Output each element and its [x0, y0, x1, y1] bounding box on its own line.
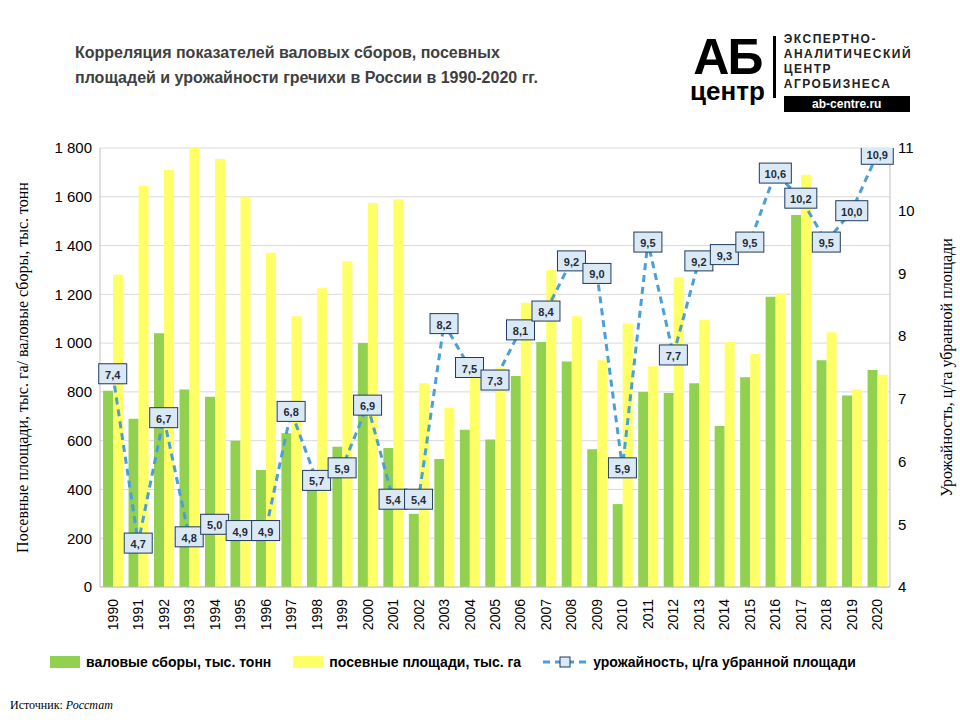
html-text:центр: центр — [690, 76, 765, 106]
svg-text:2006: 2006 — [512, 599, 528, 630]
svg-text:1 600: 1 600 — [54, 188, 92, 205]
svg-text:2011: 2011 — [640, 599, 656, 629]
svg-text:9,5: 9,5 — [819, 237, 834, 249]
svg-text:1 800: 1 800 — [54, 139, 92, 156]
svg-text:1 200: 1 200 — [54, 286, 92, 303]
svg-text:2008: 2008 — [563, 599, 579, 630]
svg-text:1996: 1996 — [258, 599, 274, 630]
svg-text:7: 7 — [898, 390, 906, 407]
svg-text:5,9: 5,9 — [615, 463, 630, 475]
svg-text:2004: 2004 — [462, 599, 478, 630]
svg-text:1994: 1994 — [207, 599, 223, 630]
svg-text:1992: 1992 — [156, 599, 172, 630]
html-text:ЭКСПЕРТНО-: ЭКСПЕРТНО- — [783, 32, 877, 46]
svg-text:0: 0 — [84, 578, 92, 595]
svg-text:8: 8 — [898, 327, 906, 344]
svg-text:2003: 2003 — [436, 599, 452, 630]
svg-text:9: 9 — [898, 265, 906, 282]
svg-text:7,7: 7,7 — [666, 350, 681, 362]
svg-text:9,3: 9,3 — [717, 250, 732, 262]
html-text:урожайность, ц/га убранной пло: урожайность, ц/га убранной площади — [593, 654, 856, 670]
svg-text:2002: 2002 — [411, 599, 427, 630]
svg-text:2018: 2018 — [818, 599, 834, 630]
svg-text:2009: 2009 — [589, 599, 605, 630]
svg-text:400: 400 — [67, 481, 92, 498]
svg-text:6,9: 6,9 — [360, 400, 375, 412]
svg-text:6,8: 6,8 — [283, 406, 298, 418]
svg-text:4,9: 4,9 — [233, 526, 248, 538]
svg-text:2007: 2007 — [538, 599, 554, 630]
svg-text:2005: 2005 — [487, 599, 503, 630]
html-text:ЦЕНТР: ЦЕНТР — [783, 62, 832, 76]
svg-text:2000: 2000 — [360, 599, 376, 630]
svg-text:2014: 2014 — [716, 599, 732, 630]
svg-text:1999: 1999 — [334, 599, 350, 630]
svg-text:1990: 1990 — [105, 599, 121, 630]
svg-text:7,5: 7,5 — [462, 363, 477, 375]
svg-text:4,7: 4,7 — [131, 538, 146, 550]
svg-text:2001: 2001 — [385, 599, 401, 630]
svg-text:8,2: 8,2 — [436, 319, 451, 331]
svg-text:9,2: 9,2 — [564, 256, 579, 268]
html-text:ab-centre.ru: ab-centre.ru — [812, 97, 882, 111]
svg-text:1 400: 1 400 — [54, 237, 92, 254]
svg-text:2010: 2010 — [614, 599, 630, 630]
svg-text:8,1: 8,1 — [513, 325, 528, 337]
svg-text:600: 600 — [67, 432, 92, 449]
html-text:Корреляция показателей валовых: Корреляция показателей валовых сборов, п… — [75, 44, 538, 86]
svg-text:200: 200 — [67, 530, 92, 547]
svg-text:5,4: 5,4 — [385, 494, 401, 506]
svg-text:5,4: 5,4 — [411, 494, 427, 506]
svg-text:2016: 2016 — [767, 599, 783, 630]
svg-text:9,0: 9,0 — [589, 268, 604, 280]
svg-text:1 000: 1 000 — [54, 334, 92, 351]
svg-text:9,5: 9,5 — [742, 237, 757, 249]
svg-text:2017: 2017 — [793, 599, 809, 630]
svg-text:1991: 1991 — [130, 599, 146, 630]
svg-text:2020: 2020 — [869, 599, 885, 630]
svg-text:1997: 1997 — [283, 599, 299, 630]
svg-text:800: 800 — [67, 383, 92, 400]
svg-text:5,0: 5,0 — [207, 519, 222, 531]
svg-text:7,3: 7,3 — [487, 375, 502, 387]
html-text:валовые сборы, тыс. тонн: валовые сборы, тыс. тонн — [86, 654, 272, 670]
svg-text:8,4: 8,4 — [538, 306, 554, 318]
svg-text:9,2: 9,2 — [691, 256, 706, 268]
svg-text:5,7: 5,7 — [309, 475, 324, 487]
svg-text:6: 6 — [898, 453, 906, 470]
html-text:Источник: Росстат: Источник: Росстат — [10, 698, 113, 712]
svg-text:6,7: 6,7 — [156, 413, 171, 425]
svg-text:9,5: 9,5 — [640, 237, 655, 249]
svg-text:4,9: 4,9 — [258, 526, 273, 538]
html-text:АБ: АБ — [693, 29, 762, 85]
svg-text:7,4: 7,4 — [105, 369, 121, 381]
svg-text:10: 10 — [898, 202, 915, 219]
svg-text:4: 4 — [898, 578, 906, 595]
svg-text:1995: 1995 — [232, 599, 248, 630]
svg-text:10,9: 10,9 — [867, 149, 888, 161]
svg-text:10,0: 10,0 — [841, 206, 862, 218]
svg-text:Урожайность, ц/га убранной пло: Урожайность, ц/га убранной площади — [938, 238, 952, 497]
svg-text:4,8: 4,8 — [182, 532, 197, 544]
svg-text:10,6: 10,6 — [765, 168, 786, 180]
svg-text:2015: 2015 — [742, 599, 758, 630]
html-text:АГРОБИЗНЕСА: АГРОБИЗНЕСА — [783, 77, 892, 91]
svg-text:10,2: 10,2 — [790, 193, 811, 205]
svg-text:5,9: 5,9 — [334, 463, 349, 475]
svg-text:2019: 2019 — [844, 599, 860, 630]
svg-text:1998: 1998 — [309, 599, 325, 630]
html-text:посевные площади, тыс. га: посевные площади, тыс. га — [329, 654, 522, 670]
svg-text:5: 5 — [898, 516, 906, 533]
svg-text:2012: 2012 — [665, 599, 681, 630]
html-text:АНАЛИТИЧЕСКИЙ: АНАЛИТИЧЕСКИЙ — [783, 47, 913, 61]
svg-text:Посевные площади, тыс. га/ вал: Посевные площади, тыс. га/ валовые сборы… — [14, 182, 32, 553]
svg-text:1993: 1993 — [181, 599, 197, 630]
svg-text:2013: 2013 — [691, 599, 707, 630]
svg-text:11: 11 — [898, 139, 914, 156]
